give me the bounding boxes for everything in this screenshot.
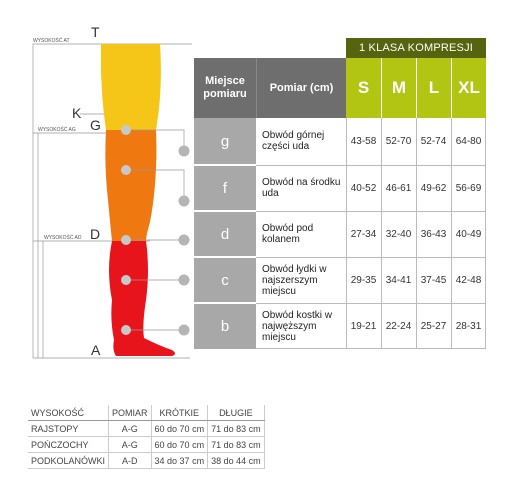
point-a-label: A <box>91 342 101 358</box>
table-cell: PODKOLANÓWKI <box>28 452 110 469</box>
side-dot-b <box>178 324 190 336</box>
leg-dot-c <box>121 275 131 285</box>
height-ad-label: WYSOKOŚĆ AD <box>44 235 82 241</box>
point-g-label: G <box>90 117 101 133</box>
row-value: 40-52 <box>346 166 381 210</box>
row-value: 28-31 <box>451 304 486 349</box>
header-miejsce: Miejsce pomiaru <box>194 58 256 118</box>
row-value: 64-80 <box>451 118 486 164</box>
size-s-header: S <box>346 58 381 118</box>
point-k-label: K <box>72 105 82 121</box>
height-ag-label: WYSOKOŚĆ AG <box>38 127 76 133</box>
row-value: 34-41 <box>381 258 416 302</box>
leg-thigh-orange <box>105 130 157 241</box>
leg-upper-yellow <box>100 44 161 130</box>
row-value: 22-24 <box>381 304 416 349</box>
row-value: 27-34 <box>346 212 381 256</box>
row-letter: b <box>194 304 256 349</box>
table-cell: 38 do 44 cm <box>207 452 265 469</box>
side-dot-f <box>178 195 190 207</box>
height-table-header: WYSOKOŚĆ <box>28 405 110 421</box>
row-value: 19-21 <box>346 304 381 349</box>
table-cell: 34 do 37 cm <box>151 452 209 469</box>
size-table: 1 KLASA KOMPRESJI Miejsce pomiaru Pomiar… <box>194 38 486 349</box>
compression-class-header: 1 KLASA KOMPRESJI <box>346 38 486 58</box>
row-description: Obwód na środku uda <box>256 166 346 210</box>
row-value: 37-45 <box>416 258 451 302</box>
table-cell: RAJSTOPY <box>28 420 110 437</box>
header-pomiar: Pomiar (cm) <box>256 58 346 118</box>
row-value: 43-58 <box>346 118 381 164</box>
height-table-header: DŁUGIE <box>207 405 265 421</box>
row-value: 32-40 <box>381 212 416 256</box>
size-m-header: M <box>381 58 416 118</box>
row-value: 29-35 <box>346 258 381 302</box>
row-value: 40-49 <box>451 212 486 256</box>
table-row: RAJSTOPY A-G 60 do 70 cm 71 do 83 cm <box>28 420 265 437</box>
row-value: 52-74 <box>416 118 451 164</box>
size-l-header: L <box>416 58 451 118</box>
table-cell: POŃCZOCHY <box>28 436 110 453</box>
row-description: Obwód pod kolanem <box>256 212 346 256</box>
row-description: Obwód górnej części uda <box>256 118 346 164</box>
row-value: 25-27 <box>416 304 451 349</box>
leg-dot-b <box>121 325 131 335</box>
row-value: 49-62 <box>416 166 451 210</box>
table-cell: 71 do 83 cm <box>207 436 265 453</box>
table-cell: A-G <box>108 436 152 453</box>
height-table-header: POMIAR <box>108 405 152 421</box>
point-t-label: T <box>91 24 100 40</box>
row-value: 56-69 <box>451 166 486 210</box>
leg-dot-d <box>121 235 131 245</box>
point-d-label: D <box>90 226 101 242</box>
leg-lower-red <box>109 241 175 356</box>
row-value: 52-70 <box>381 118 416 164</box>
row-letter: c <box>194 258 256 302</box>
row-value: 36-43 <box>416 212 451 256</box>
side-dot-d <box>178 234 190 246</box>
table-row: PODKOLANÓWKI A-D 34 do 37 cm 38 do 44 cm <box>28 452 265 469</box>
leg-diagram <box>32 43 192 359</box>
row-letter: f <box>194 166 256 210</box>
table-row: POŃCZOCHY A-G 60 do 70 cm 71 do 83 cm <box>28 436 265 453</box>
height-at-label: WYSOKOŚĆ AT <box>33 38 70 44</box>
table-cell: 60 do 70 cm <box>151 436 209 453</box>
height-table-header: KRÓTKIE <box>151 405 209 421</box>
side-dot-c <box>178 274 190 286</box>
size-xl-header: XL <box>451 58 486 118</box>
table-cell: A-G <box>108 420 152 437</box>
height-table: WYSOKOŚĆ POMIAR KRÓTKIE DŁUGIE RAJSTOPY … <box>28 405 265 469</box>
table-cell: 60 do 70 cm <box>151 420 209 437</box>
row-letter: d <box>194 212 256 256</box>
row-letter: g <box>194 118 256 164</box>
row-value: 42-48 <box>451 258 486 302</box>
table-cell: 71 do 83 cm <box>207 420 265 437</box>
row-description: Obwód łydki w najszerszym miejscu <box>256 258 346 302</box>
row-value: 46-61 <box>381 166 416 210</box>
row-description: Obwód kostki w najwęższym miejscu <box>256 304 346 349</box>
side-dot-g <box>178 145 190 157</box>
table-cell: A-D <box>108 452 152 469</box>
leg-dot-g <box>121 125 131 135</box>
leg-dot-f <box>121 165 131 175</box>
